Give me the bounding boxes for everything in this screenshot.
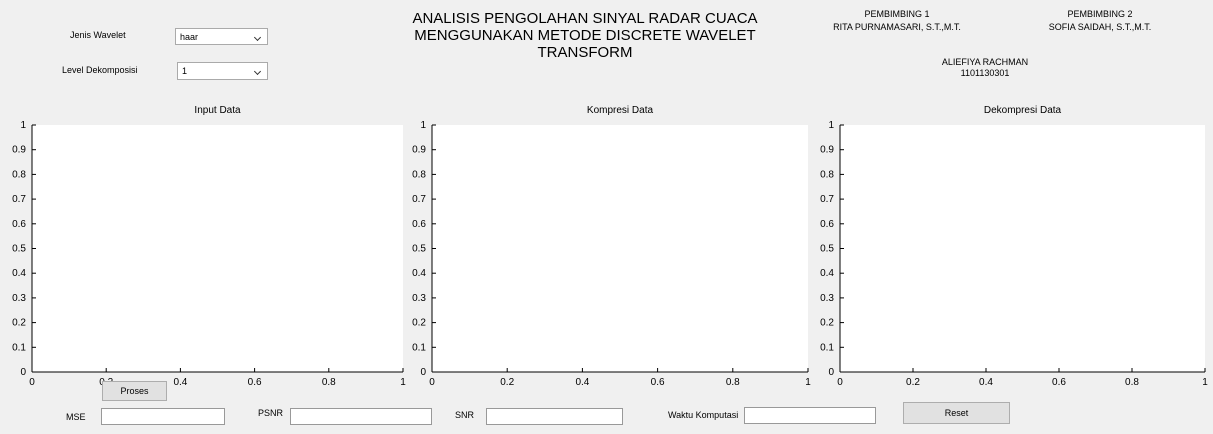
- x-tick-label: 0.8: [1125, 377, 1139, 388]
- app-title: ANALISIS PENGOLAHAN SINYAL RADAR CUACA M…: [412, 10, 757, 61]
- x-tick-label: 0.4: [575, 377, 589, 388]
- level-dropdown[interactable]: 1: [177, 62, 268, 80]
- x-tick-label: 0.8: [726, 377, 740, 388]
- y-tick-label: 0: [420, 367, 426, 378]
- y-tick-label: 0.6: [820, 219, 834, 230]
- y-tick-label: 0.6: [412, 219, 426, 230]
- y-tick-label: 1: [20, 120, 26, 131]
- y-tick-label: 0.3: [820, 293, 834, 304]
- y-tick-label: 0.7: [412, 194, 426, 205]
- axes-title: Dekompresi Data: [984, 105, 1062, 116]
- x-tick-label: 0: [837, 377, 843, 388]
- y-tick-label: 0.2: [412, 318, 426, 329]
- y-tick-label: 0.4: [820, 268, 834, 279]
- y-tick-label: 0.3: [412, 293, 426, 304]
- y-tick-label: 0.9: [412, 145, 426, 156]
- plot-area: [32, 125, 403, 372]
- plot-area: [432, 125, 808, 372]
- x-tick-label: 0.8: [322, 377, 336, 388]
- y-tick-label: 1: [828, 120, 834, 131]
- snr-label: SNR: [455, 410, 475, 420]
- x-tick-label: 0: [29, 377, 35, 388]
- reset-button[interactable]: Reset: [903, 402, 1010, 424]
- wavelet-label: Jenis Wavelet: [70, 30, 126, 40]
- title-line: ANALISIS PENGOLAHAN SINYAL RADAR CUACA: [412, 10, 758, 27]
- y-tick-label: 0.2: [820, 318, 834, 329]
- y-tick-label: 0: [20, 367, 26, 378]
- student-id: 1101130301: [960, 68, 1010, 78]
- x-tick-label: 0.2: [500, 377, 514, 388]
- mse-field[interactable]: [101, 408, 225, 425]
- x-tick-label: 0.6: [651, 377, 665, 388]
- x-tick-label: 1: [400, 377, 406, 388]
- y-tick-label: 1: [420, 120, 426, 131]
- level-label: Level Dekomposisi: [62, 65, 138, 75]
- psnr-field[interactable]: [290, 408, 432, 425]
- plot-area: [840, 125, 1205, 372]
- y-tick-label: 0.9: [820, 145, 834, 156]
- y-tick-label: 0.7: [12, 194, 26, 205]
- x-tick-label: 0.6: [248, 377, 262, 388]
- y-tick-label: 0.5: [12, 244, 26, 255]
- y-tick-label: 0.1: [12, 342, 26, 353]
- wavelet-dropdown[interactable]: haar: [175, 28, 268, 45]
- proses-button[interactable]: Proses: [102, 381, 167, 401]
- x-tick-label: 1: [805, 377, 811, 388]
- y-tick-label: 0.6: [12, 219, 26, 230]
- x-tick-label: 0.2: [906, 377, 920, 388]
- x-tick-label: 0.4: [979, 377, 993, 388]
- advisor2-role: PEMBIMBING 2: [1067, 9, 1133, 19]
- advisor2-name: SOFIA SAIDAH, S.T.,M.T.: [1048, 22, 1152, 32]
- time-field[interactable]: [744, 407, 876, 424]
- y-tick-label: 0.5: [412, 244, 426, 255]
- y-tick-label: 0.4: [412, 268, 426, 279]
- y-tick-label: 0.7: [820, 194, 834, 205]
- time-label: Waktu Komputasi: [668, 410, 739, 420]
- y-tick-label: 0.4: [12, 268, 26, 279]
- axes-title: Input Data: [194, 105, 241, 116]
- x-tick-label: 0.4: [173, 377, 187, 388]
- y-tick-label: 0.5: [820, 244, 834, 255]
- y-tick-label: 0.8: [12, 169, 26, 180]
- advisor1-role: PEMBIMBING 1: [864, 9, 930, 19]
- y-tick-label: 0.3: [12, 293, 26, 304]
- x-tick-label: 0.6: [1052, 377, 1066, 388]
- advisor1-name: RITA PURNAMASARI, S.T.,M.T.: [833, 22, 961, 32]
- y-tick-label: 0.8: [820, 169, 834, 180]
- title-line: TRANSFORM: [537, 44, 633, 61]
- y-tick-label: 0.8: [412, 169, 426, 180]
- axes-title: Kompresi Data: [587, 105, 654, 116]
- student-name: ALIEFIYA RACHMAN: [941, 57, 1029, 67]
- psnr-label: PSNR: [258, 408, 284, 418]
- y-tick-label: 0.2: [12, 318, 26, 329]
- snr-field[interactable]: [486, 408, 623, 425]
- mse-label: MSE: [66, 412, 86, 422]
- y-tick-label: 0: [828, 367, 834, 378]
- title-line: MENGGUNAKAN METODE DISCRETE WAVELET: [414, 27, 756, 44]
- x-tick-label: 1: [1202, 377, 1208, 388]
- y-tick-label: 0.1: [820, 342, 834, 353]
- y-tick-label: 0.1: [412, 342, 426, 353]
- y-tick-label: 0.9: [12, 145, 26, 156]
- x-tick-label: 0: [429, 377, 435, 388]
